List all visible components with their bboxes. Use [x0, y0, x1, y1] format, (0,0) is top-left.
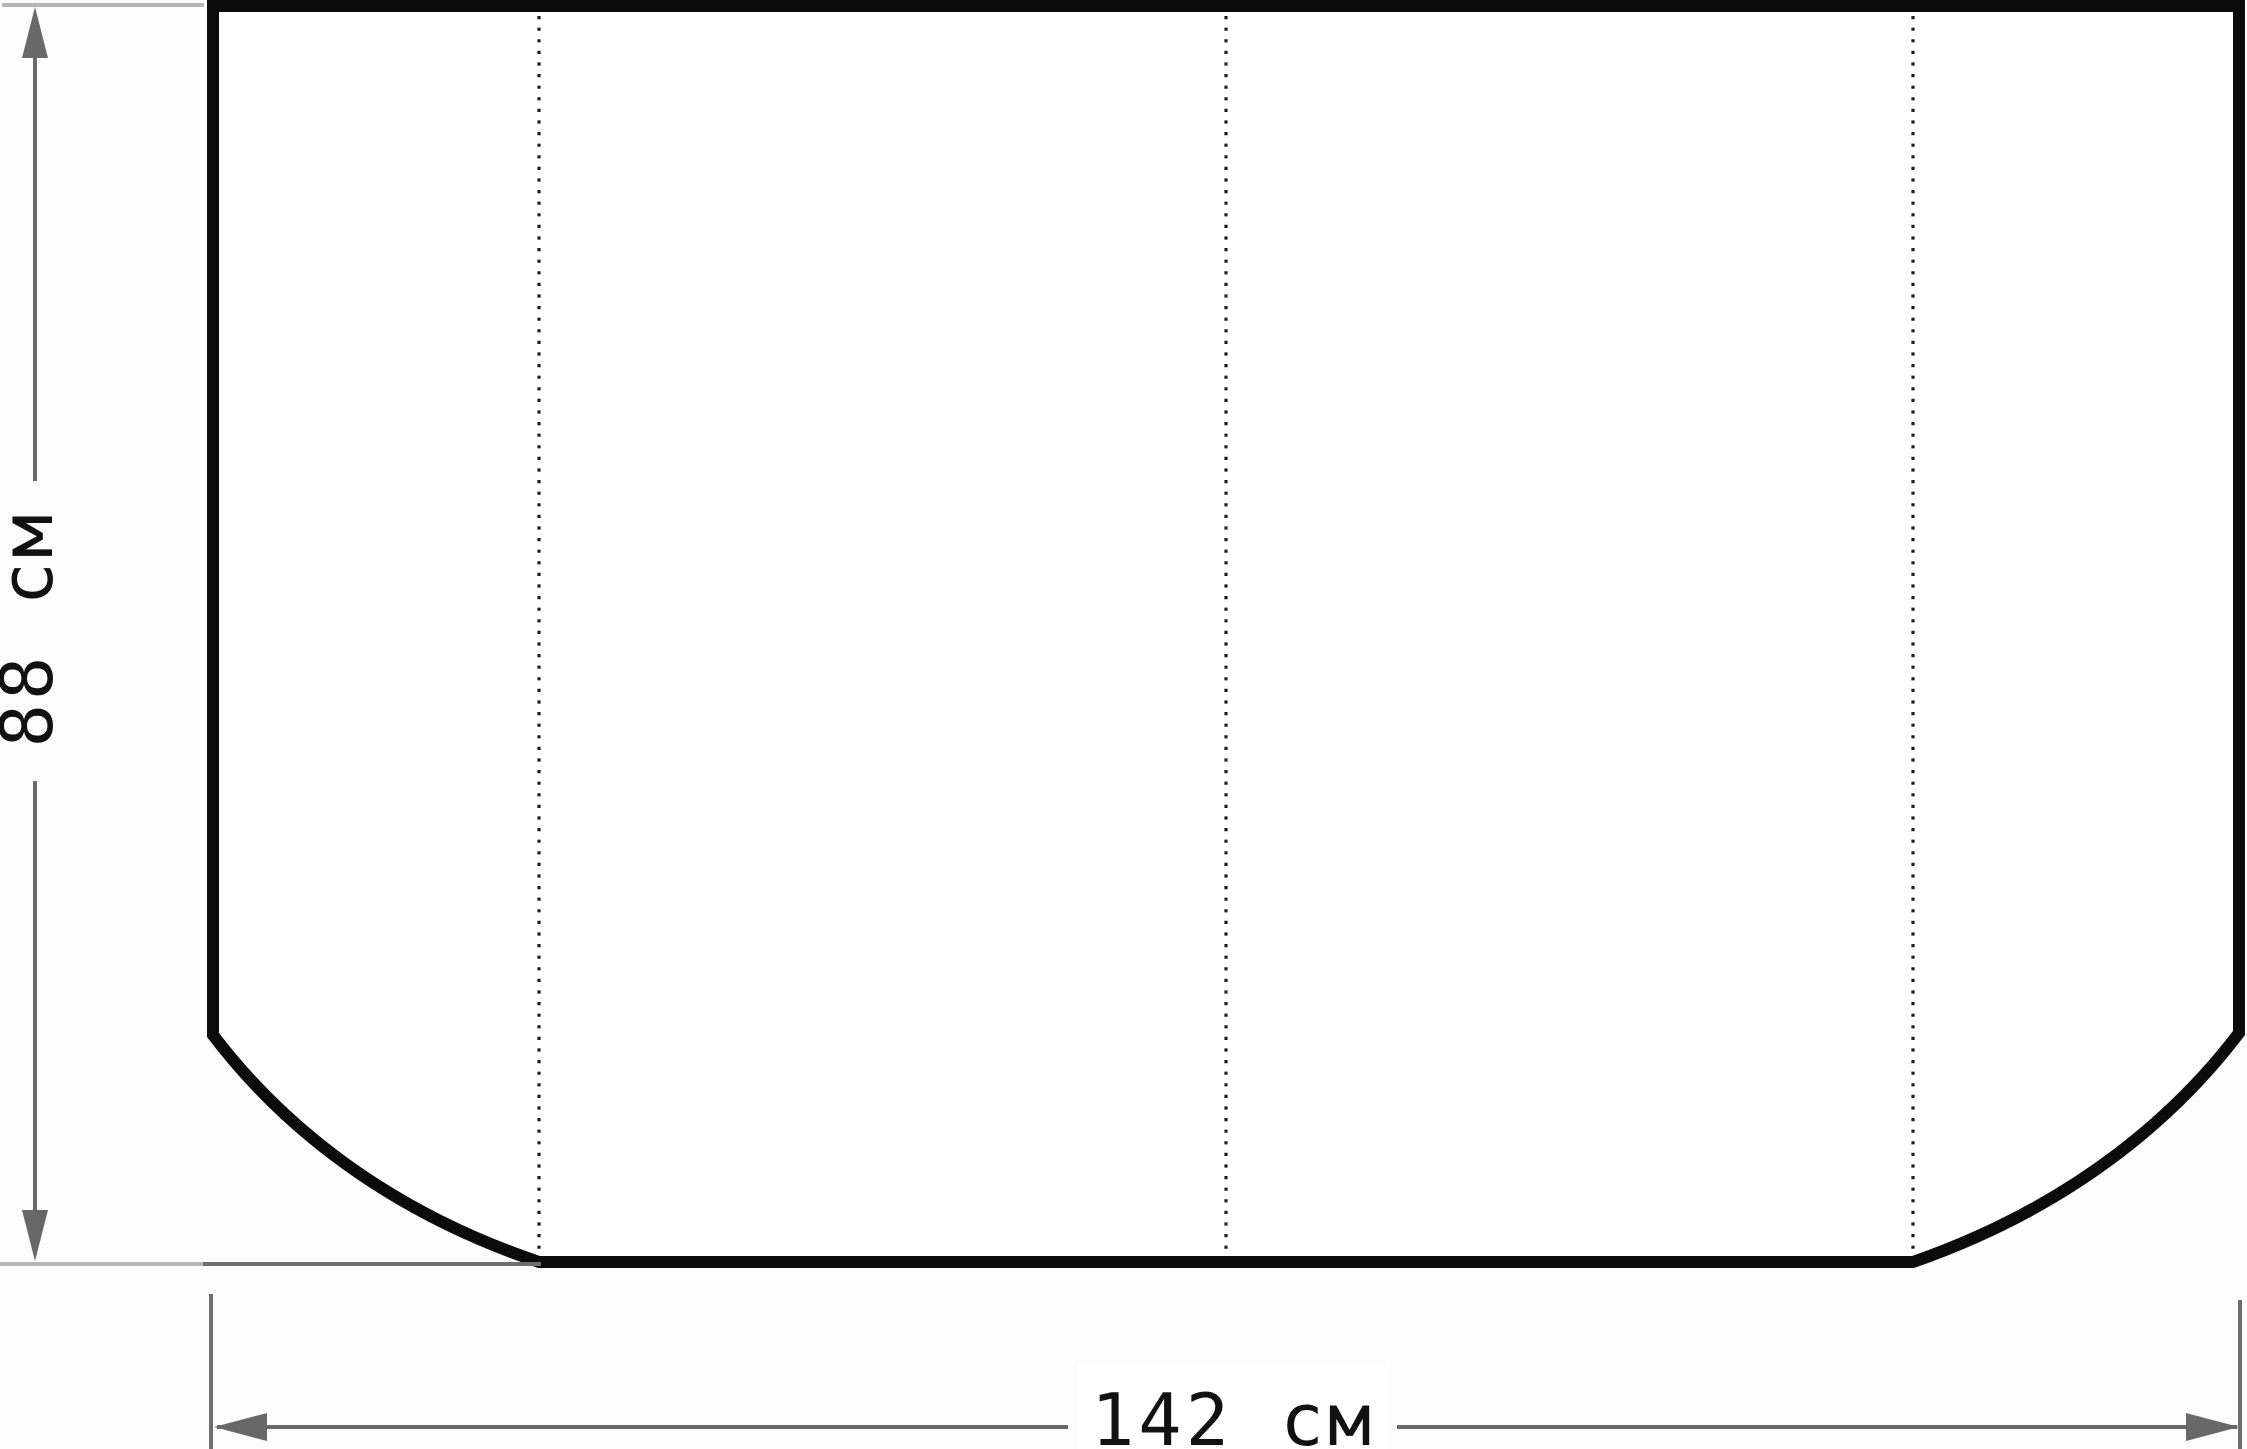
width-label-background	[1078, 1362, 1390, 1449]
height-label: 88 см	[0, 510, 69, 748]
arrow-right-icon	[2186, 1413, 2239, 1441]
arrow-up-icon	[22, 7, 48, 58]
arrow-down-icon	[22, 1210, 48, 1261]
cover-outline	[207, 0, 2245, 1268]
width-label: 142 см	[1090, 1378, 1376, 1449]
arrow-left-icon	[214, 1413, 267, 1441]
